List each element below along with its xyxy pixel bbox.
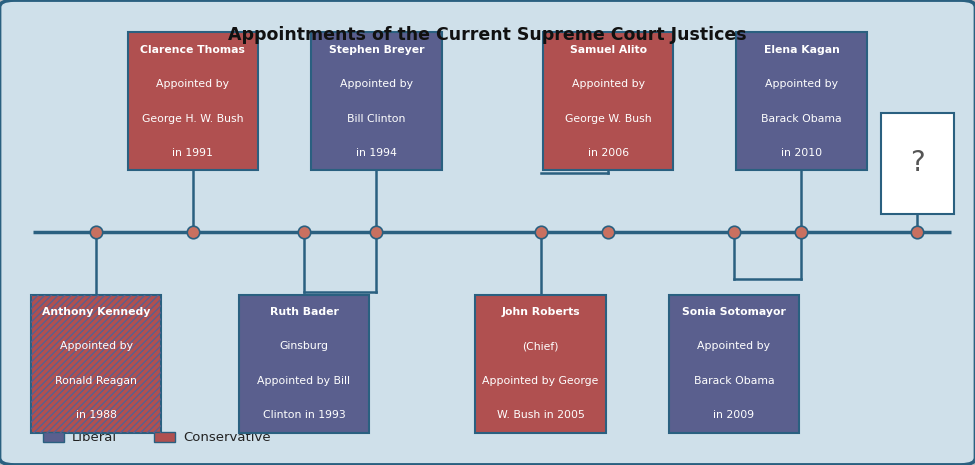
Text: Appointed by: Appointed by: [765, 79, 838, 89]
Text: W. Bush in 2005: W. Bush in 2005: [496, 410, 585, 420]
Text: ?: ?: [910, 149, 924, 178]
Text: Samuel Alito: Samuel Alito: [569, 45, 646, 55]
Text: Conservative: Conservative: [183, 431, 271, 444]
Text: Appointed by: Appointed by: [156, 79, 229, 89]
Text: Appointed by: Appointed by: [571, 79, 644, 89]
Text: in 1988: in 1988: [76, 410, 117, 420]
Text: Barack Obama: Barack Obama: [761, 113, 841, 124]
Text: George W. Bush: George W. Bush: [565, 113, 651, 124]
Text: Clinton in 1993: Clinton in 1993: [262, 410, 345, 420]
Text: in 2006: in 2006: [588, 148, 629, 158]
Text: Appointed by: Appointed by: [59, 341, 133, 352]
FancyBboxPatch shape: [311, 33, 442, 170]
Text: Appointed by Bill: Appointed by Bill: [257, 376, 350, 386]
Text: Ginsburg: Ginsburg: [280, 341, 329, 352]
Text: Ruth Bader: Ruth Bader: [269, 307, 338, 317]
Text: Ronald Reagan: Ronald Reagan: [56, 376, 137, 386]
Text: (Chief): (Chief): [523, 341, 559, 352]
Text: Clarence Thomas: Clarence Thomas: [140, 45, 246, 55]
Text: in 1994: in 1994: [356, 148, 397, 158]
Text: Appointed by George: Appointed by George: [483, 376, 599, 386]
FancyBboxPatch shape: [43, 432, 64, 442]
FancyBboxPatch shape: [736, 33, 867, 170]
FancyBboxPatch shape: [128, 33, 258, 170]
FancyBboxPatch shape: [31, 295, 162, 432]
Text: Barack Obama: Barack Obama: [693, 376, 774, 386]
FancyBboxPatch shape: [881, 113, 954, 214]
Text: Sonia Sotomayor: Sonia Sotomayor: [682, 307, 786, 317]
FancyBboxPatch shape: [669, 295, 799, 432]
Text: Elena Kagan: Elena Kagan: [763, 45, 839, 55]
FancyBboxPatch shape: [154, 432, 176, 442]
FancyBboxPatch shape: [239, 295, 370, 432]
Text: Appointments of the Current Supreme Court Justices: Appointments of the Current Supreme Cour…: [228, 26, 747, 44]
Text: Bill Clinton: Bill Clinton: [347, 113, 406, 124]
FancyBboxPatch shape: [543, 33, 674, 170]
Text: John Roberts: John Roberts: [501, 307, 580, 317]
Text: in 1991: in 1991: [173, 148, 214, 158]
Text: Anthony Kennedy: Anthony Kennedy: [42, 307, 150, 317]
Text: in 2010: in 2010: [781, 148, 822, 158]
Text: Appointed by: Appointed by: [340, 79, 412, 89]
FancyBboxPatch shape: [476, 295, 605, 432]
Text: Liberal: Liberal: [72, 431, 117, 444]
Text: in 2009: in 2009: [714, 410, 755, 420]
Text: George H. W. Bush: George H. W. Bush: [142, 113, 244, 124]
Text: Stephen Breyer: Stephen Breyer: [329, 45, 424, 55]
Text: Appointed by: Appointed by: [697, 341, 770, 352]
